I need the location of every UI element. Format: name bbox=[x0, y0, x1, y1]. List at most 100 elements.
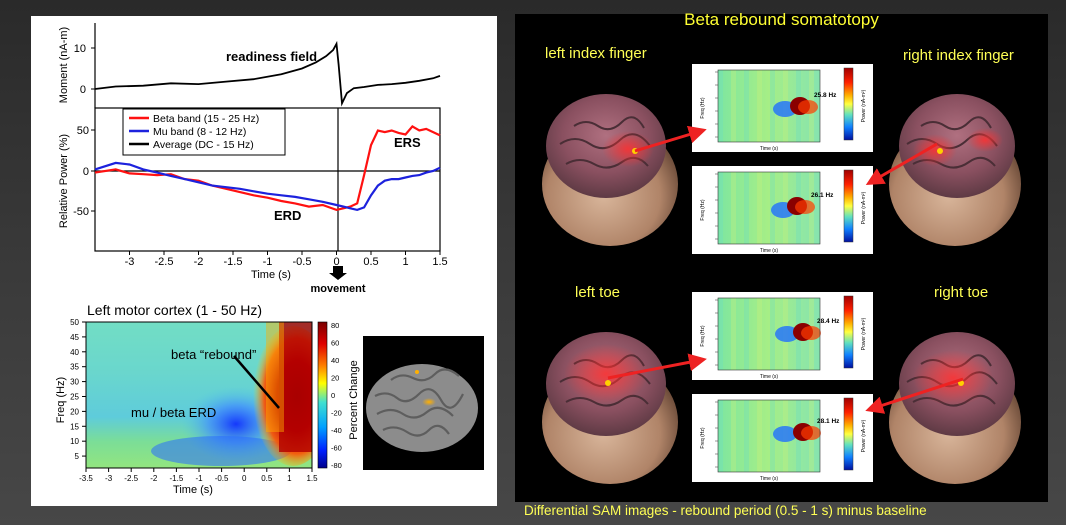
label-left-toe: left toe bbox=[575, 284, 621, 301]
power-xtick: 0 bbox=[333, 256, 339, 268]
heatmap-xtick: -0.5 bbox=[215, 474, 229, 483]
spectrogram-cbar-label: Power (nA-m²) bbox=[861, 191, 867, 224]
left-figure-svg: 10 0 Moment (nA-m) readiness field 50 0 … bbox=[55, 23, 484, 496]
head-right-toe bbox=[889, 332, 1021, 484]
mu-beta-erd-label: mu / beta ERD bbox=[131, 405, 216, 420]
heatmap-xticks: -3.5 -3 -2.5 -2 -1.5 -1 -0.5 0 0.5 1 1.5 bbox=[79, 468, 318, 483]
power-ylabel: Relative Power (%) bbox=[58, 134, 70, 228]
heatmap-xtick: 1 bbox=[287, 474, 292, 483]
spectrogram-xlabel: Time (s) bbox=[760, 248, 778, 254]
rebound-label: beta “rebound” bbox=[171, 347, 256, 362]
colorbar-tick: 0 bbox=[331, 391, 335, 400]
power-xtick: -0.5 bbox=[293, 256, 312, 268]
spectrogram-cbar-label: Power (nA-m²) bbox=[861, 419, 867, 452]
readiness-field-label: readiness field bbox=[226, 49, 317, 64]
colorbar-label: Percent Change bbox=[348, 360, 360, 440]
heatmap-xtick: 0.5 bbox=[261, 474, 273, 483]
label-right-toe: right toe bbox=[934, 284, 989, 301]
heatmap-xtick: 1.5 bbox=[306, 474, 318, 483]
head-left-toe bbox=[542, 332, 678, 484]
heatmap-ytick: 40 bbox=[70, 348, 79, 357]
left-figure-panel: 10 0 Moment (nA-m) readiness field 50 0 … bbox=[31, 16, 497, 506]
legend-mu: Mu band (8 - 12 Hz) bbox=[153, 126, 246, 138]
heatmap-xtick: -2.5 bbox=[124, 474, 138, 483]
heatmap-xtick: -1.5 bbox=[170, 474, 184, 483]
erd-label: ERD bbox=[274, 208, 301, 223]
spectrogram-panel: Freq (Hz) Time (s) 25.8 Hz Power (nA-m²) bbox=[692, 64, 873, 152]
ers-label: ERS bbox=[394, 135, 421, 150]
spectrogram-colorbar bbox=[843, 295, 854, 369]
heatmap-xlabel: Time (s) bbox=[173, 484, 213, 496]
spectrogram-colorbar bbox=[843, 397, 854, 471]
spectrogram-panels: Freq (Hz)Time (s)25.8 Hz Power (nA-m²)Fre… bbox=[692, 64, 873, 482]
power-plot: 50 0 -50 Relative Power (%) -3 -2.5 -2 -1.5… bbox=[58, 107, 448, 295]
spectrogram-colorbar bbox=[843, 67, 854, 141]
heatmap-colorbar bbox=[317, 321, 328, 469]
heatmap-xtick: -1 bbox=[195, 474, 203, 483]
rebound-pointer bbox=[233, 355, 280, 409]
power-tick-0: 0 bbox=[83, 166, 89, 178]
power-xtick: 1.5 bbox=[432, 256, 447, 268]
heatmap-xtick: 0 bbox=[242, 474, 247, 483]
brain-render bbox=[366, 364, 478, 452]
slide-title: Beta rebound somatotopy bbox=[684, 10, 879, 29]
heatmap-ytick: 35 bbox=[70, 363, 79, 372]
heatmap-ytick: 20 bbox=[70, 407, 79, 416]
power-xtick: -2 bbox=[194, 256, 204, 268]
movement-label: movement bbox=[310, 283, 365, 295]
head-left-index bbox=[542, 94, 678, 246]
colorbar-tick: 60 bbox=[331, 339, 339, 348]
spectrogram-ylabel: Freq (Hz) bbox=[700, 199, 706, 220]
colorbar-tick: -60 bbox=[331, 444, 342, 453]
heatmap-xtick: -3 bbox=[105, 474, 113, 483]
power-xlabel: Time (s) bbox=[251, 269, 291, 281]
power-xticks: -3 -2.5 -2 -1.5 -1 -0.5 0 0.5 1 1.5 bbox=[125, 251, 448, 268]
spectrogram-ylabel: Freq (Hz) bbox=[700, 427, 706, 448]
spectrogram-panel: Freq (Hz) Time (s) 28.1 Hz Power (nA-m²) bbox=[692, 394, 873, 482]
heatmap-xtick: -2 bbox=[150, 474, 158, 483]
spectrogram-peak-label: 28.1 Hz bbox=[817, 418, 840, 425]
spectrogram-peak-label: 26.1 Hz bbox=[811, 192, 834, 199]
moment-trace bbox=[94, 40, 441, 107]
spectrogram-cbar-label: Power (nA-m²) bbox=[861, 317, 867, 350]
spectrogram-panel: Freq (Hz) Time (s) 28.4 Hz Power (nA-m²) bbox=[692, 292, 873, 380]
moment-tick-10: 10 bbox=[74, 43, 86, 55]
colorbar-tick: 40 bbox=[331, 356, 339, 365]
moment-plot: 10 0 Moment (nA-m) readiness field bbox=[58, 23, 441, 108]
colorbar-tick: 20 bbox=[331, 374, 339, 383]
spectrogram-xlabel: Time (s) bbox=[760, 146, 778, 152]
label-right-index-finger: right index finger bbox=[903, 47, 1014, 64]
heatmap-ylabel: Freq (Hz) bbox=[55, 377, 67, 423]
heatmap-xtick: -3.5 bbox=[79, 474, 93, 483]
heatmap-ytick: 45 bbox=[70, 333, 79, 342]
arrow-left-index bbox=[634, 125, 707, 153]
power-legend: Beta band (15 - 25 Hz) Mu band (8 - 12 H… bbox=[122, 108, 286, 156]
power-xtick: -2.5 bbox=[155, 256, 174, 268]
figure-caption: Differential SAM images - rebound period… bbox=[524, 503, 927, 518]
power-xtick: 0.5 bbox=[363, 256, 378, 268]
right-figure-panel: Freq (Hz) Time (s) 25.8 Hz Power (nA-m²) Fre… bbox=[515, 10, 1048, 502]
colorbar-tick: -20 bbox=[331, 409, 342, 418]
heatmap-ytick: 30 bbox=[70, 378, 79, 387]
power-tick-neg50: -50 bbox=[73, 206, 89, 218]
head-right-index bbox=[889, 94, 1021, 246]
spectrogram-peak-label: 25.8 Hz bbox=[814, 92, 837, 99]
power-xtick: 1 bbox=[402, 256, 408, 268]
legend-beta: Beta band (15 - 25 Hz) bbox=[153, 113, 259, 125]
spectrogram-peak-label: 28.4 Hz bbox=[817, 318, 840, 325]
power-xtick: -1 bbox=[263, 256, 273, 268]
colorbar-ticks: 80 60 40 20 0 -20 -40 -60 -80 bbox=[331, 321, 342, 470]
spectrogram-xlabel: Time (s) bbox=[760, 476, 778, 482]
heatmap-ytick: 15 bbox=[70, 422, 79, 431]
spectrogram-panel: Freq (Hz) Time (s) 26.1 Hz Power (nA-m²) bbox=[692, 166, 873, 254]
legend-average: Average (DC - 15 Hz) bbox=[153, 139, 254, 151]
heatmap-title: Left motor cortex (1 - 50 Hz) bbox=[87, 302, 262, 318]
spectrogram-cbar-label: Power (nA-m²) bbox=[861, 89, 867, 122]
movement-arrow-icon bbox=[329, 266, 347, 280]
heatmap-yticks: 50 45 40 35 30 25 20 15 10 5 bbox=[70, 318, 86, 461]
brain-activation-spot bbox=[422, 398, 436, 406]
heatmap-ytick: 5 bbox=[75, 452, 80, 461]
moment-ylabel: Moment (nA-m) bbox=[58, 27, 70, 103]
spectrogram-ylabel: Freq (Hz) bbox=[700, 97, 706, 118]
heatmap-image bbox=[86, 322, 312, 468]
